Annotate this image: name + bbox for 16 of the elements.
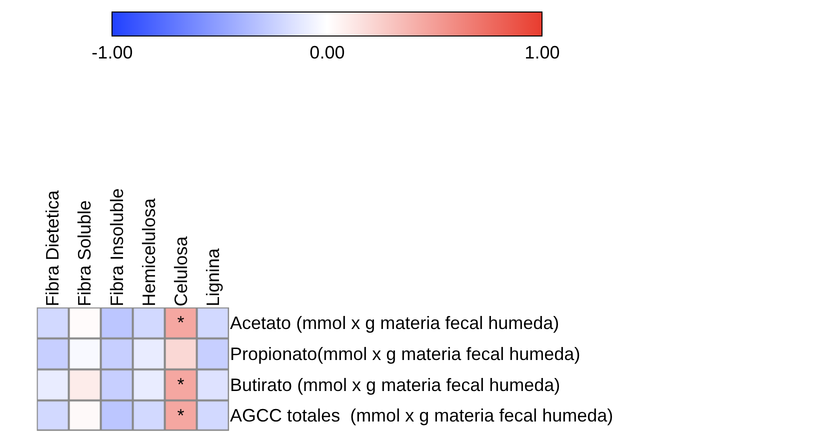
data-label: * (177, 406, 184, 426)
x-tick-label: Hemicelulosa (138, 197, 159, 306)
color-bar-label: 1.00 (524, 42, 560, 63)
y-tick-label: Butirato (mmol x g materia fecal humeda) (230, 374, 560, 395)
x-tick-label: Lignina (202, 247, 223, 306)
x-tick-label: Fibra Insoluble (106, 188, 127, 306)
data-label: * (177, 374, 184, 395)
x-tick-label: Fibra Dietetica (42, 189, 63, 306)
y-tick-label: Propionato(mmol x g materia fecal humeda) (230, 344, 580, 364)
color-bar-label: -1.00 (92, 42, 133, 63)
x-tick-label: Fibra Soluble (74, 200, 95, 306)
y-tick-label: AGCC totales (mmol x g materia fecal humeda) (230, 406, 614, 426)
x-tick-label: Celulosa (170, 235, 191, 306)
color-bar-label: 0.00 (310, 42, 345, 63)
y-tick-label: Acetato (mmol x g materia fecal humeda) (230, 313, 560, 334)
data-label: * (177, 312, 184, 333)
